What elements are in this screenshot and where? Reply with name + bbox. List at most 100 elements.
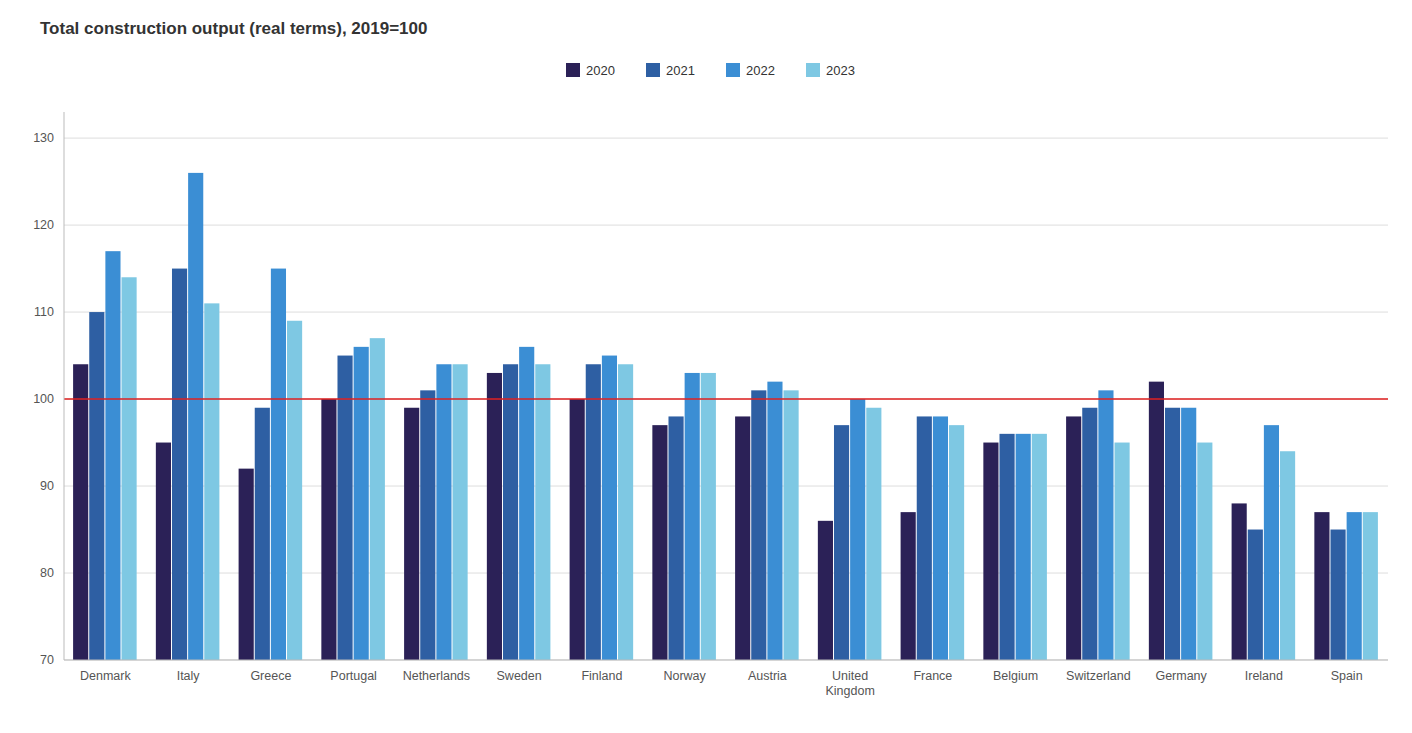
grid-line (64, 312, 1388, 313)
bar (287, 321, 302, 660)
bar (1280, 451, 1295, 660)
x-tick-label-line: Portugal (330, 669, 377, 683)
x-tick-label-line: Greece (250, 669, 291, 683)
bar (453, 364, 468, 660)
legend-label: 2022 (746, 63, 775, 78)
bar (172, 269, 187, 660)
x-tick-label-line: Germany (1155, 669, 1207, 683)
bar (255, 408, 270, 660)
legend-swatch (806, 63, 820, 77)
grid: 708090100110120130 (33, 131, 1388, 667)
bar (204, 303, 219, 660)
x-tick-label: Spain (1331, 669, 1363, 683)
bar (818, 521, 833, 660)
bar (156, 443, 171, 660)
title: Total construction output (real terms), … (40, 19, 427, 38)
x-tick-label-line: France (913, 669, 952, 683)
bar (933, 416, 948, 660)
x-axis: Denmark Italy Greece Portugal Netherlands Swe… (80, 669, 1363, 698)
x-tick-label: Sweden (497, 669, 542, 683)
y-tick-label: 110 (34, 305, 54, 319)
x-tick-label: Austria (748, 669, 787, 683)
bar (751, 390, 766, 660)
plot-area (64, 173, 1388, 660)
grid-line (64, 399, 1388, 400)
y-tick-label: 120 (33, 218, 54, 232)
y-tick-label: 100 (33, 392, 54, 406)
x-tick-label-line: Denmark (80, 669, 131, 683)
bar (519, 347, 534, 660)
x-tick-label: Greece (250, 669, 291, 683)
x-tick-label-line: Kingdom (825, 684, 874, 698)
x-tick-label: Switzerland (1066, 669, 1131, 683)
x-tick-label: Ireland (1245, 669, 1283, 683)
bar (850, 399, 865, 660)
bar (570, 399, 585, 660)
legend-swatch (726, 63, 740, 77)
x-tick-label-line: Austria (748, 669, 787, 683)
bar (503, 364, 518, 660)
bar (73, 364, 88, 660)
bar (949, 425, 964, 660)
bar (354, 347, 369, 660)
bar (685, 373, 700, 660)
legend-label: 2020 (586, 63, 615, 78)
x-tick-label-line: Belgium (993, 669, 1038, 683)
x-tick-label: Denmark (80, 669, 131, 683)
bar (271, 269, 286, 660)
bar (668, 416, 683, 660)
bar (618, 364, 633, 660)
bar (1165, 408, 1180, 660)
y-tick-label: 70 (40, 653, 54, 667)
x-tick-label-line: Italy (177, 669, 201, 683)
bar (370, 338, 385, 660)
legend-label: 2021 (666, 63, 695, 78)
x-tick-label-line: United (832, 669, 868, 683)
bar (1016, 434, 1031, 660)
bar (1330, 530, 1345, 660)
bar (1149, 382, 1164, 660)
x-tick-label: Netherlands (403, 669, 470, 683)
bar (1264, 425, 1279, 660)
bar (1066, 416, 1081, 660)
bar (1248, 530, 1263, 660)
bar (1197, 443, 1212, 660)
bar (188, 173, 203, 660)
x-tick-label-line: Finland (581, 669, 622, 683)
bar (735, 416, 750, 660)
bar (1347, 512, 1362, 660)
bar (834, 425, 849, 660)
y-axis-line (64, 112, 65, 660)
chart: Total construction output (real terms), … (0, 0, 1412, 733)
x-tick-label-line: Norway (663, 669, 706, 683)
legend-swatch (566, 63, 580, 77)
x-tick-label: Finland (581, 669, 622, 683)
grid-line (64, 660, 1388, 661)
bar (487, 373, 502, 660)
bar (337, 356, 352, 660)
bar (1363, 512, 1378, 660)
bar (420, 390, 435, 660)
reference-line (64, 398, 1388, 400)
grid-line (64, 225, 1388, 226)
bar (404, 408, 419, 660)
bar (239, 469, 254, 660)
bar (89, 312, 104, 660)
bar (866, 408, 881, 660)
x-tick-label-line: Ireland (1245, 669, 1283, 683)
x-tick-label: UnitedKingdom (825, 669, 874, 698)
bar (535, 364, 550, 660)
x-tick-label: France (913, 669, 952, 683)
bar (983, 443, 998, 660)
bar (917, 416, 932, 660)
x-tick-label: Italy (177, 669, 201, 683)
legend-label: 2023 (826, 63, 855, 78)
x-axis-line (64, 660, 1388, 661)
bar (586, 364, 601, 660)
bar (767, 382, 782, 660)
y-tick-label: 80 (40, 566, 54, 580)
bar (784, 390, 799, 660)
bar (436, 364, 451, 660)
bar (999, 434, 1014, 660)
bar (1181, 408, 1196, 660)
